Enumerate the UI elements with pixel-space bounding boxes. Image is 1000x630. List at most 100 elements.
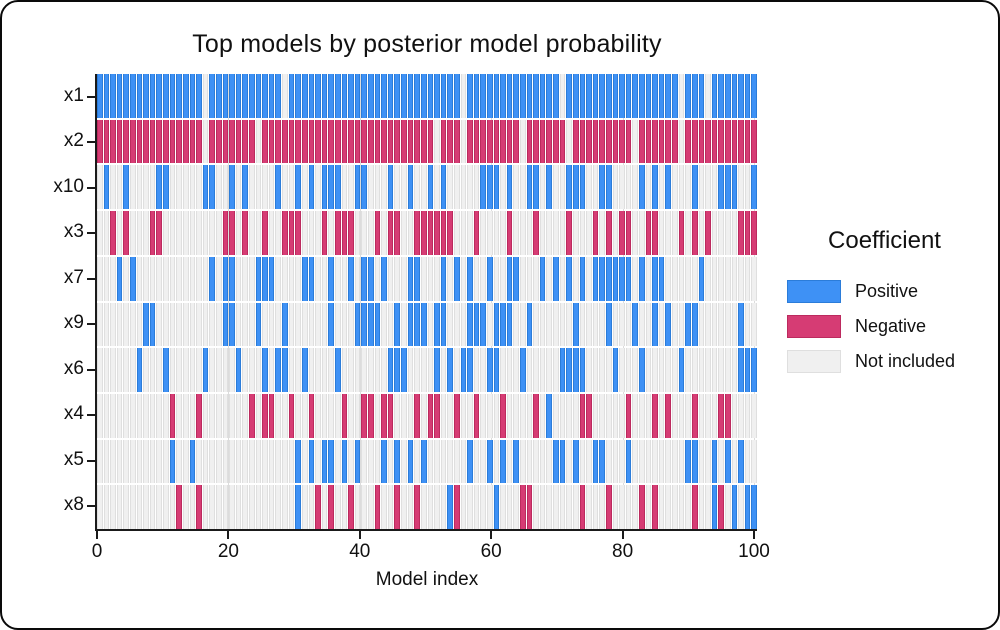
cell-x3-71 xyxy=(559,211,566,255)
cell-x2-69 xyxy=(546,119,553,164)
cell-x9-77 xyxy=(599,302,605,347)
y-tick-x4 xyxy=(87,414,95,417)
cell-x2-30 xyxy=(288,119,295,164)
cell-x2-22 xyxy=(235,119,242,164)
cell-x2-61 xyxy=(493,119,500,164)
cell-x1-36 xyxy=(328,74,334,118)
cell-x1-4 xyxy=(116,74,123,118)
cell-x3-64 xyxy=(513,211,520,255)
cell-x6-88 xyxy=(672,348,678,392)
cell-x7-89 xyxy=(678,256,685,301)
cell-x10-56 xyxy=(460,165,467,210)
cell-x5-2 xyxy=(103,439,110,484)
cell-x3-49 xyxy=(414,211,420,255)
cell-x9-94 xyxy=(711,302,718,347)
cell-x10-55 xyxy=(453,165,460,210)
cell-x8-9 xyxy=(149,485,156,529)
cell-x8-42 xyxy=(368,485,374,529)
cell-x1-74 xyxy=(579,74,586,118)
cell-x5-67 xyxy=(533,439,539,484)
legend-swatch-neg xyxy=(787,314,841,338)
cell-x7-14 xyxy=(182,256,189,301)
cell-x9-93 xyxy=(705,302,711,347)
cell-x2-89 xyxy=(678,119,685,164)
cell-x7-62 xyxy=(500,256,506,301)
cell-x1-20 xyxy=(222,74,229,118)
cell-x7-30 xyxy=(288,256,295,301)
cell-x9-65 xyxy=(520,302,526,347)
cell-x4-56 xyxy=(460,393,467,438)
cell-x2-92 xyxy=(698,119,705,164)
cell-x4-91 xyxy=(691,393,698,438)
cell-x9-60 xyxy=(486,302,493,347)
cell-x1-48 xyxy=(407,74,414,118)
cell-x2-27 xyxy=(268,119,275,164)
cell-x4-63 xyxy=(506,393,513,438)
cell-x2-31 xyxy=(295,119,301,164)
cell-x10-98 xyxy=(738,165,744,210)
cell-x8-57 xyxy=(467,485,473,529)
cell-x3-80 xyxy=(619,211,625,255)
cell-x6-66 xyxy=(526,348,533,392)
cell-x2-85 xyxy=(652,119,658,164)
cell-x6-18 xyxy=(209,348,215,392)
cell-x8-77 xyxy=(599,485,605,529)
cell-x10-86 xyxy=(658,165,665,210)
cell-x3-4 xyxy=(116,211,123,255)
cell-x9-52 xyxy=(434,302,440,347)
cell-x6-33 xyxy=(308,348,315,392)
cell-x1-33 xyxy=(308,74,315,118)
cell-x2-88 xyxy=(672,119,678,164)
cell-x3-13 xyxy=(176,211,182,255)
cell-x1-35 xyxy=(321,74,328,118)
cell-x8-60 xyxy=(486,485,493,529)
cell-x8-31 xyxy=(295,485,301,529)
cell-x10-14 xyxy=(182,165,189,210)
cell-x9-48 xyxy=(407,302,414,347)
cell-x7-22 xyxy=(235,256,242,301)
cell-x7-50 xyxy=(420,256,427,301)
cell-x10-78 xyxy=(605,165,612,210)
cell-x4-37 xyxy=(334,393,341,438)
cell-x7-39 xyxy=(348,256,354,301)
cell-x7-66 xyxy=(526,256,533,301)
cell-x7-24 xyxy=(249,256,255,301)
cell-x5-89 xyxy=(678,439,685,484)
cell-x4-15 xyxy=(189,393,196,438)
cell-x6-92 xyxy=(698,348,705,392)
cell-x6-71 xyxy=(559,348,566,392)
cell-x5-37 xyxy=(334,439,341,484)
cell-x5-91 xyxy=(691,439,698,484)
cell-x6-52 xyxy=(434,348,440,392)
cell-x9-47 xyxy=(401,302,407,347)
cell-x9-36 xyxy=(328,302,334,347)
cell-x7-8 xyxy=(143,256,149,301)
cell-x9-33 xyxy=(308,302,315,347)
cell-x3-38 xyxy=(341,211,348,255)
cell-x2-33 xyxy=(308,119,315,164)
cell-x3-85 xyxy=(652,211,658,255)
cell-x10-82 xyxy=(632,165,639,210)
cell-x1-99 xyxy=(744,74,751,118)
cell-x5-28 xyxy=(275,439,282,484)
cell-x4-3 xyxy=(110,393,116,438)
cell-x7-58 xyxy=(473,256,480,301)
cell-x5-8 xyxy=(143,439,149,484)
cell-x1-39 xyxy=(348,74,354,118)
cell-x9-5 xyxy=(123,302,130,347)
cell-x3-24 xyxy=(249,211,255,255)
cell-x7-99 xyxy=(744,256,751,301)
cell-x6-61 xyxy=(493,348,500,392)
cell-x8-21 xyxy=(229,485,235,529)
cell-x7-86 xyxy=(658,256,665,301)
cell-x10-52 xyxy=(434,165,440,210)
cell-x9-29 xyxy=(282,302,288,347)
cell-x7-100 xyxy=(751,256,757,301)
cell-x8-24 xyxy=(249,485,255,529)
cell-x5-3 xyxy=(110,439,116,484)
cell-x3-46 xyxy=(394,211,401,255)
cell-x9-25 xyxy=(255,302,262,347)
cell-x3-8 xyxy=(143,211,149,255)
cell-x8-99 xyxy=(744,485,751,529)
cell-x7-4 xyxy=(116,256,123,301)
